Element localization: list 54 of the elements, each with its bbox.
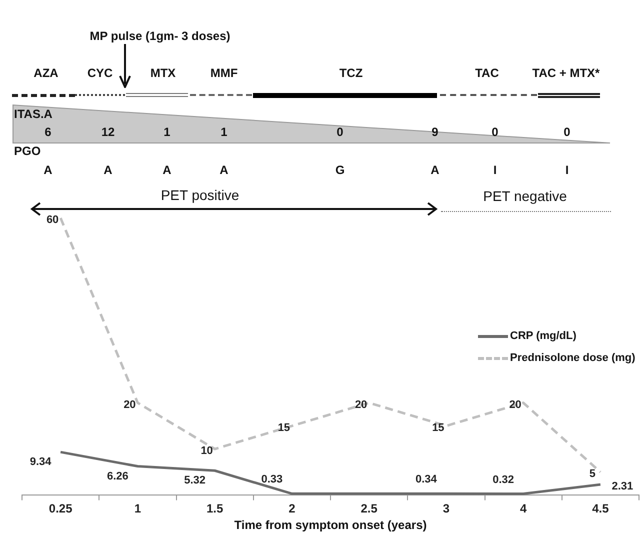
data-label: 0.33 <box>261 474 283 486</box>
text: TAC <box>475 66 499 80</box>
x-axis-title: Time from symptom onset (years) <box>234 518 427 532</box>
text: A <box>44 163 52 177</box>
x-tick-label: 2 <box>288 502 296 516</box>
text: ITAS.A <box>14 107 52 121</box>
text: PGO <box>14 144 41 158</box>
text: A <box>162 163 172 177</box>
text: A <box>104 163 112 177</box>
data-label: 0.32 <box>492 474 514 486</box>
x-tick-label: 1.5 <box>206 502 224 516</box>
data-label: 0.34 <box>415 474 438 486</box>
text: 0 <box>492 125 498 139</box>
data-label: 60 <box>46 214 59 226</box>
x-tick-label: 4.5 <box>592 502 610 516</box>
text: 12 <box>101 125 115 139</box>
text: A <box>430 163 440 177</box>
data-label: 20 <box>124 398 136 411</box>
text: G <box>335 163 345 177</box>
text: I <box>565 163 569 177</box>
data-label: 15 <box>278 422 290 434</box>
text: TAC + MTX* <box>532 66 600 80</box>
data-label: 6.26 <box>106 470 128 482</box>
text: CYC <box>87 66 113 80</box>
text: 0 <box>336 125 344 139</box>
text: 9 <box>432 125 438 139</box>
text: TCZ <box>339 66 363 80</box>
x-tick-label: 0.25 <box>48 502 73 516</box>
data-label: 20 <box>509 398 522 411</box>
text: 0 <box>564 125 570 139</box>
text: AZA <box>34 66 58 80</box>
text: MP pulse (1gm- 3 doses) <box>90 29 230 43</box>
data-label: 5 <box>589 468 596 480</box>
text: A <box>220 163 228 177</box>
x-tick-label: 3 <box>442 502 450 516</box>
data-label: 9.34 <box>30 456 52 468</box>
text: 6 <box>44 125 52 139</box>
text: MTX <box>150 66 176 80</box>
x-tick-label: 2.5 <box>360 502 378 516</box>
text: 1 <box>164 125 170 139</box>
data-label: 2.31 <box>612 480 634 493</box>
data-label: 10 <box>200 445 213 458</box>
x-tick-label: 1 <box>134 502 142 516</box>
x-tick-label: 4 <box>520 502 527 516</box>
legend-label: Prednisolone dose (mg) <box>510 352 636 364</box>
text: 1 <box>220 125 228 139</box>
text: I <box>493 163 497 177</box>
legend-label: CRP (mg/dL) <box>510 330 576 342</box>
data-label: 5.32 <box>184 474 206 487</box>
text: PET negative <box>483 188 567 204</box>
text: MMF <box>210 66 238 80</box>
data-label: 20 <box>354 398 368 411</box>
data-label: 15 <box>432 422 444 434</box>
text: PET positive <box>160 187 240 203</box>
